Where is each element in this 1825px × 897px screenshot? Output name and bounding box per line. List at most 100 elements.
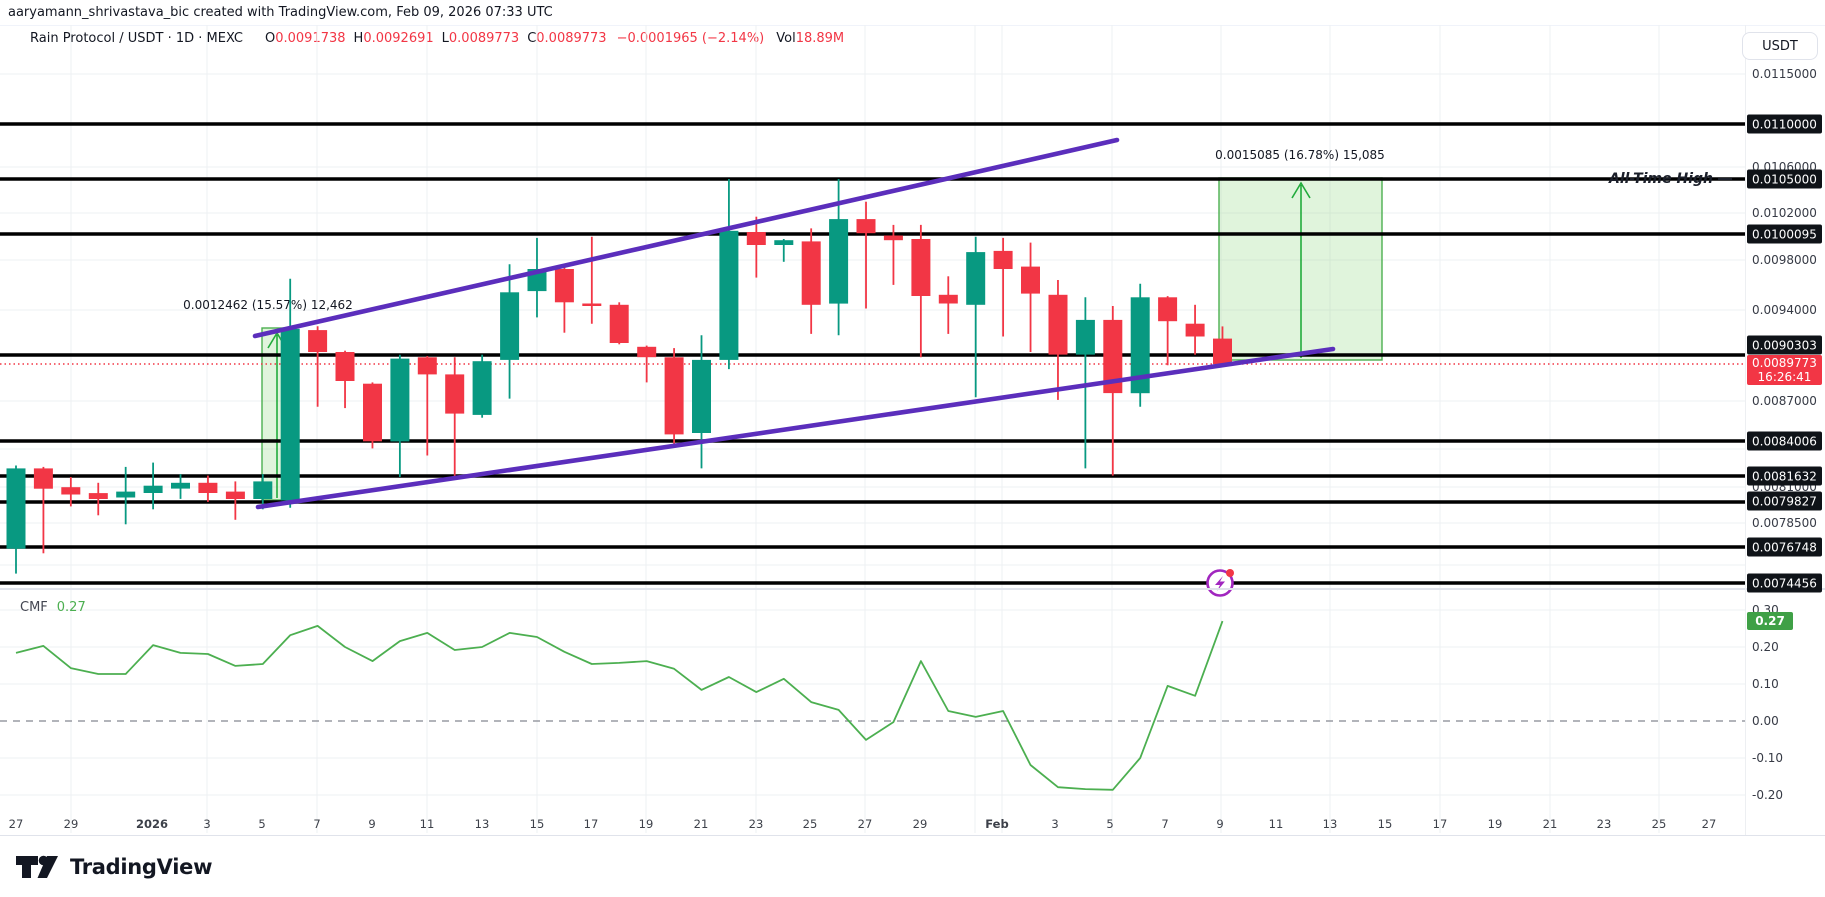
high-label: H [353, 30, 364, 46]
symbol-legend[interactable]: Rain Protocol / USDT · 1D · MEXC O 0.0091… [30, 27, 844, 49]
candle-body-down [88, 493, 108, 499]
candle-body-up [500, 292, 520, 360]
bar-countdown: 16:26:41 [1757, 370, 1812, 384]
cmf-axis-label: 0.00 [1752, 714, 1779, 728]
candlestick-chart[interactable]: 0.0012462 (15.57%) 12,462 0.0015085 (16.7… [0, 25, 1745, 836]
symbol-title[interactable]: Rain Protocol / USDT · 1D · MEXC [30, 30, 243, 46]
candle-body-down [911, 239, 931, 296]
candle-body-up [1075, 319, 1095, 355]
brand-name: TradingView [70, 855, 213, 879]
time-axis-label: 17 [1432, 817, 1448, 831]
candle-body-up [116, 491, 136, 498]
time-axis-label: 19 [1487, 817, 1503, 831]
candle-body-down [938, 294, 958, 304]
time-axis-label: 5 [258, 817, 266, 831]
time-axis-label: 3 [1051, 817, 1059, 831]
time-axis-label: 11 [419, 817, 435, 831]
time-axis-label: 25 [802, 817, 818, 831]
candle-body-up [6, 468, 26, 549]
tradingview-logo[interactable]: TradingView [14, 850, 212, 884]
time-axis-label: 7 [313, 817, 321, 831]
candle-body-down [554, 269, 574, 303]
magic-ai-icon[interactable] [1203, 566, 1237, 600]
time-axis-label: 9 [1216, 817, 1224, 831]
time-axis-label: 15 [529, 817, 545, 831]
candle-body-down [33, 468, 53, 489]
cmf-axis-label: -0.20 [1752, 788, 1784, 802]
indicator-name: CMF [20, 600, 48, 615]
candle-body-down [1103, 319, 1123, 394]
candle-body-up [253, 481, 273, 499]
price-axis-border [1745, 25, 1746, 835]
close-value: 0.0089773 [536, 30, 607, 46]
time-axis-label: 27 [1701, 817, 1717, 831]
candle-body-up [719, 230, 739, 360]
candle-body-down [417, 357, 437, 375]
candle-body-down [1158, 297, 1178, 322]
candle-body-up [143, 485, 163, 493]
measure-tool[interactable]: 0.0012462 (15.57%) 12,462 [183, 298, 353, 501]
price-level-badge: 0.0084006 [1747, 431, 1822, 451]
measure-label: 0.0015085 (16.78%) 15,085 [1215, 148, 1385, 162]
price-axis-label: 0.0078500 [1752, 516, 1817, 530]
time-axis-label: 15 [1377, 817, 1393, 831]
time-axis-label: 29 [63, 817, 79, 831]
candle-body-up [692, 359, 711, 433]
time-axis-label: 7 [1161, 817, 1169, 831]
candle-body-down [746, 232, 766, 245]
candle-body-down [445, 374, 465, 414]
time-axis-label: 27 [8, 817, 24, 831]
time-axis-label: 17 [583, 817, 599, 831]
measure-label: 0.0012462 (15.57%) 12,462 [183, 298, 353, 312]
candle-body-up [829, 219, 849, 304]
tradingview-mark-icon [16, 855, 58, 878]
price-level-badge: 0.0079827 [1747, 491, 1822, 511]
candle-body-down [308, 330, 328, 352]
indicator-legend[interactable]: CMF 0.27 [20, 600, 86, 615]
candle-body-up [1130, 297, 1150, 394]
candle-body-down [198, 482, 218, 493]
candle-body-down [363, 383, 382, 442]
time-axis-label: 9 [368, 817, 376, 831]
candle-body-up [280, 328, 300, 501]
trendline-lower-channel[interactable] [255, 346, 1336, 510]
pane-separator[interactable] [0, 588, 1825, 590]
candle-body-down [801, 241, 821, 305]
time-axis-label: Feb [985, 817, 1009, 831]
candle-body-down [1021, 266, 1040, 294]
all-time-high-label[interactable]: All-Time High [1540, 171, 1732, 187]
cmf-axis-label: -0.10 [1752, 751, 1784, 765]
volume-label: Vol [776, 30, 796, 46]
currency-button[interactable]: USDT [1742, 32, 1818, 60]
price-scale[interactable]: 0.0115000 0.0106000 0.0102000 0.0098000 0.00… [1745, 25, 1825, 835]
candle-body-up [774, 240, 794, 245]
price-level-badge: 0.0100095 [1747, 224, 1822, 244]
time-axis-label: 5 [1106, 817, 1114, 831]
candle-body-down [61, 487, 81, 495]
measure-tool[interactable]: 0.0015085 (16.78%) 15,085 [1215, 148, 1385, 361]
candle-body-down [1185, 323, 1205, 337]
indicator-value: 0.27 [56, 600, 86, 615]
last-price: 0.0089773 [1752, 356, 1817, 370]
time-axis-label: 23 [748, 817, 764, 831]
cmf-axis-label: 0.10 [1752, 677, 1779, 691]
candle-body-down [1048, 294, 1068, 355]
open-label: O [265, 30, 276, 46]
price-axis-label: 0.0087000 [1752, 394, 1817, 408]
volume-value: 18.89M [795, 30, 845, 46]
high-value: 0.0092691 [363, 30, 434, 46]
time-axis-label: 19 [638, 817, 654, 831]
time-axis-label: 13 [474, 817, 490, 831]
attribution-bar: aaryamann_shrivastava_bic created with T… [8, 5, 553, 20]
time-axis-label: 13 [1322, 817, 1338, 831]
candle-body-down [582, 303, 602, 306]
low-label: L [441, 30, 449, 46]
candle-body-up [472, 361, 492, 415]
time-axis-label: 11 [1268, 817, 1284, 831]
candle-body-down [1213, 338, 1232, 365]
time-axis-label: 25 [1651, 817, 1667, 831]
trendline-upper-channel[interactable] [252, 137, 1120, 339]
price-level-badge: 0.0105000 [1747, 169, 1822, 189]
price-level-badge: 0.0081632 [1747, 466, 1822, 486]
price-axis-label: 0.0098000 [1752, 253, 1817, 267]
